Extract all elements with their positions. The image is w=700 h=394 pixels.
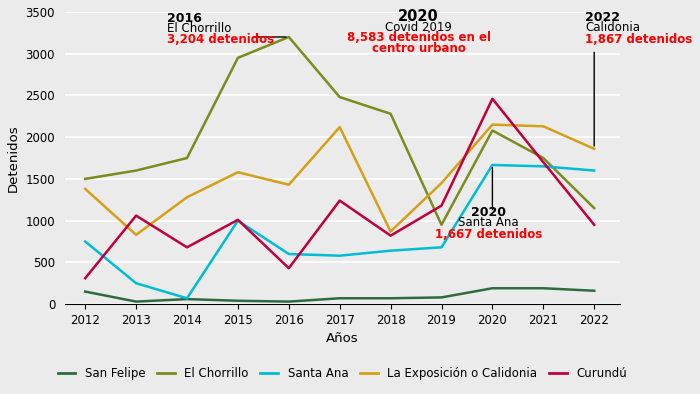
Text: Calidonia: Calidonia	[585, 21, 640, 34]
Text: 3,204 detenidos: 3,204 detenidos	[167, 33, 274, 46]
Text: 2020: 2020	[471, 206, 506, 219]
Text: centro urbano: centro urbano	[372, 42, 466, 55]
Text: Santa Ana: Santa Ana	[458, 216, 519, 229]
Text: 2020: 2020	[398, 9, 439, 24]
Legend: San Felipe, El Chorrillo, Santa Ana, La Exposición o Calidonia, Curundú: San Felipe, El Chorrillo, Santa Ana, La …	[52, 362, 631, 385]
Y-axis label: Detenidos: Detenidos	[7, 124, 20, 192]
Text: 1,667 detenidos: 1,667 detenidos	[435, 228, 542, 241]
Text: 2022: 2022	[585, 11, 620, 24]
Text: El Chorrillo: El Chorrillo	[167, 22, 231, 35]
Text: 8,583 detenidos en el: 8,583 detenidos en el	[346, 31, 491, 44]
Text: 2016: 2016	[167, 12, 202, 25]
X-axis label: Años: Años	[326, 333, 358, 346]
Text: Covid 2019: Covid 2019	[385, 21, 452, 34]
Text: 1,867 detenidos: 1,867 detenidos	[585, 33, 692, 46]
